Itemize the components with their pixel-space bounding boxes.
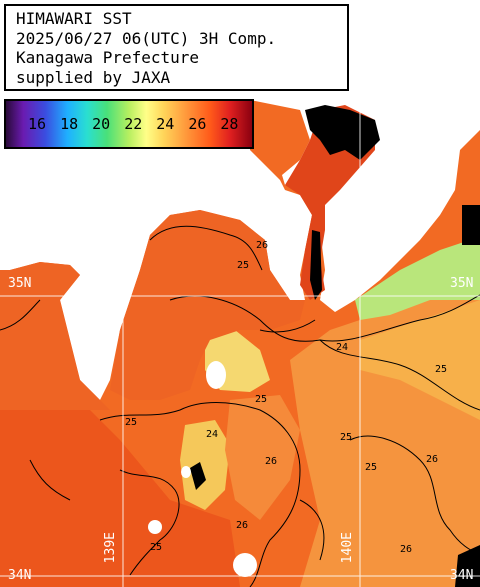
contour-label: 25 [150, 542, 162, 553]
scale-label: 16 [28, 115, 47, 133]
cloud-mask-north [305, 105, 380, 160]
color-scale-labels: 16 18 20 22 24 26 28 [6, 115, 252, 133]
lat-label-35n-right: 35N [450, 276, 474, 291]
contour-labels: 26 25 24 25 25 25 25 26 26 25 24 25 26 2… [125, 240, 447, 555]
contour-label: 24 [206, 429, 218, 440]
color-scale-legend: 16 18 20 22 24 26 28 [4, 99, 254, 149]
scale-label: 26 [188, 115, 207, 133]
lon-label-139e: 139E [103, 532, 118, 564]
contour-label: 25 [125, 417, 137, 428]
contour-label: 26 [400, 544, 412, 555]
lat-label-35n-left: 35N [8, 276, 32, 291]
contour-label: 26 [265, 456, 277, 467]
cloud-mask-island [190, 462, 206, 490]
land-inner-bay [0, 150, 312, 400]
scale-label: 20 [92, 115, 111, 133]
contour-label: 26 [426, 454, 438, 465]
contour-label: 26 [236, 520, 248, 531]
island-4 [181, 466, 191, 478]
isotherm-contours [0, 225, 480, 587]
scale-label: 22 [124, 115, 143, 133]
title-line-source: supplied by JAXA [16, 67, 171, 87]
contour-label: 25 [255, 394, 267, 405]
island-2 [148, 520, 162, 534]
island-1 [206, 361, 226, 389]
lon-label-140e: 140E [340, 532, 355, 564]
graticule [0, 90, 480, 587]
orange-patch-center [225, 395, 300, 520]
title-line-datetime: 2025/06/27 06(UTC) 3H Comp. [16, 28, 277, 48]
color-scale-bar [6, 101, 252, 147]
contour-label: 25 [435, 364, 447, 375]
cooler-water-east-2 [360, 300, 480, 420]
contour-label: 25 [237, 260, 249, 271]
yellow-patch-island [180, 420, 230, 510]
lat-label-34n-right: 34N [450, 568, 474, 583]
cloud-mask-channel [310, 230, 322, 300]
title-line-region: Kanagawa Prefecture [16, 48, 200, 67]
contour-label: 24 [336, 342, 348, 353]
contour-label: 25 [340, 432, 352, 443]
lat-label-34n-left: 34N [8, 568, 32, 583]
sea-west-lobe [0, 262, 110, 410]
cloud-mask-east [462, 205, 480, 245]
island-3 [233, 553, 257, 577]
scale-label: 24 [156, 115, 175, 133]
scale-label: 28 [220, 115, 239, 133]
title-line-satellite: HIMAWARI SST [16, 9, 132, 28]
scale-label: 18 [60, 115, 79, 133]
contour-label: 26 [256, 240, 268, 251]
contour-label: 25 [365, 462, 377, 473]
title-box: HIMAWARI SST 2025/06/27 06(UTC) 3H Comp.… [4, 4, 349, 91]
green-water-northeast [355, 235, 480, 320]
